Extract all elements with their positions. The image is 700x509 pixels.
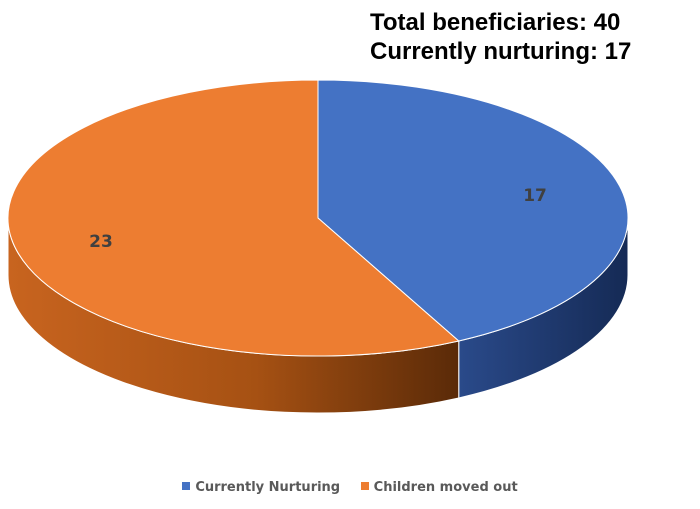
data-label-children-moved-out: 23: [89, 232, 113, 252]
summary-text: Total beneficiaries: 40 Currently nurtur…: [370, 8, 698, 66]
pie-slice-children-moved-out: [7, 79, 460, 357]
legend-label-currently-nurturing: Currently Nurturing: [195, 480, 341, 495]
pie-tops: [7, 79, 629, 357]
legend-swatch-currently-nurturing: [182, 482, 191, 490]
legend-swatch-children-moved-out: [360, 482, 369, 490]
legend-label-children-moved-out: Children moved out: [373, 480, 518, 495]
legend-item-children-moved-out: Children moved out: [360, 480, 518, 495]
legend-item-currently-nurturing: Currently Nurturing: [182, 480, 340, 495]
total-beneficiaries-text: Total beneficiaries: 40: [370, 9, 621, 36]
chart-legend: Currently Nurturing Children moved out: [0, 480, 700, 495]
data-label-currently-nurturing: 17: [523, 186, 547, 206]
pie-slice-currently-nurturing: [317, 79, 629, 342]
currently-nurturing-text: Currently nurturing: 17: [370, 38, 632, 65]
